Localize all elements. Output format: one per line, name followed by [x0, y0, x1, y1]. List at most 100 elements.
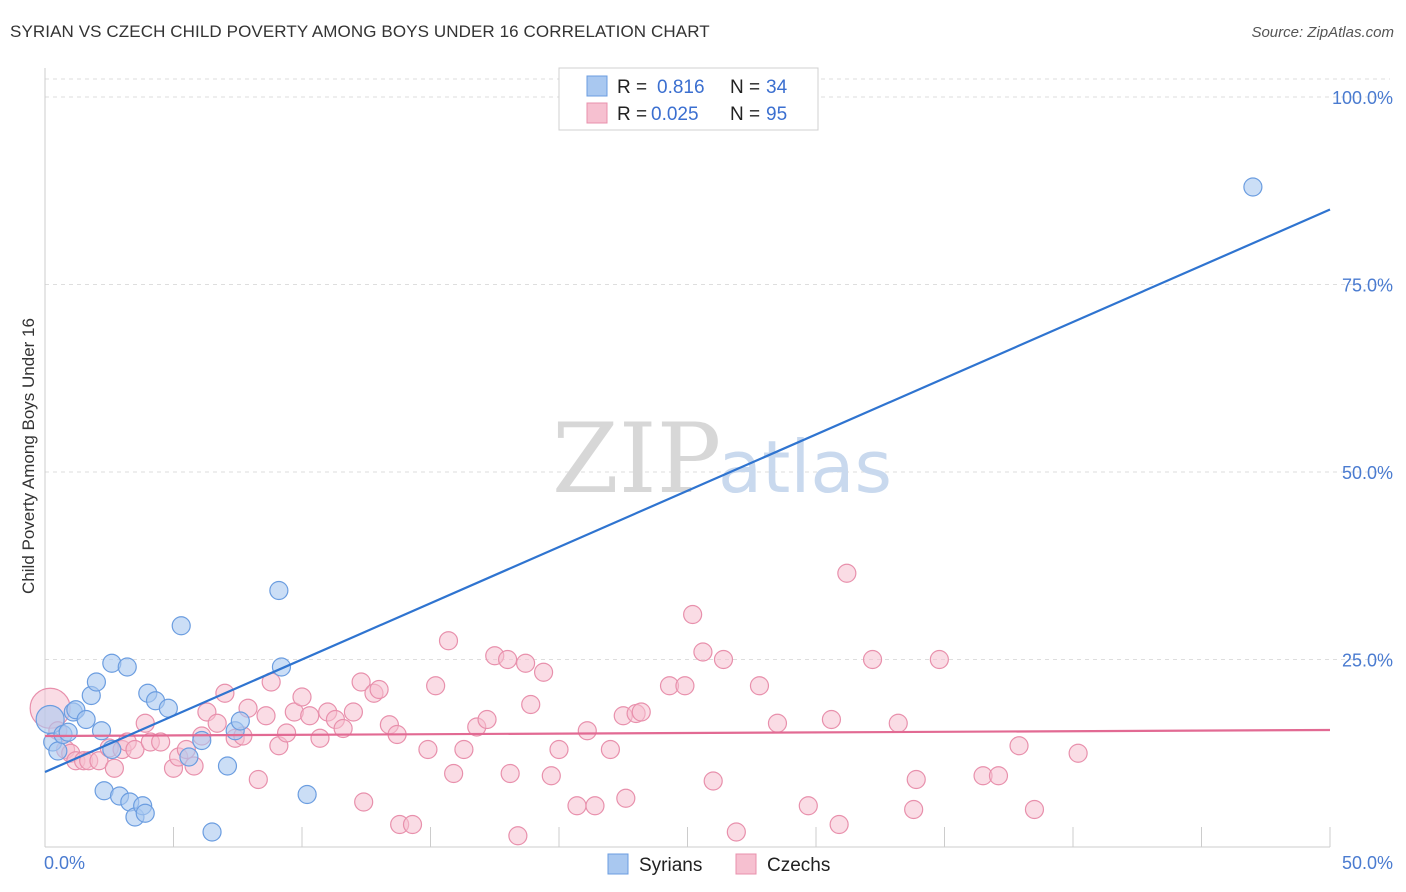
chart-title: SYRIAN VS CZECH CHILD POVERTY AMONG BOYS…: [10, 22, 710, 41]
czechs-point: [369, 679, 389, 700]
czechs-point: [837, 563, 857, 583]
x-tick-labels: 0.0% 50.0%: [44, 853, 1393, 873]
czechs-point: [798, 796, 818, 816]
x-tick-label-0: 0.0%: [44, 853, 85, 873]
legend-r-label-syrians: R =: [617, 77, 647, 98]
czechs-point: [567, 796, 587, 816]
czechs-point: [829, 814, 849, 835]
syrians-point: [297, 784, 317, 805]
bottom-legend-swatch-syrians: [607, 853, 629, 875]
syrians-points: [35, 177, 1263, 842]
syrians-point: [202, 822, 222, 842]
legend-n-label-czechs: N =: [730, 104, 760, 125]
czechs-point: [151, 732, 171, 752]
czechs-point: [438, 631, 459, 651]
syrians-point: [171, 616, 191, 636]
legend-n-value-syrians: 34: [766, 77, 788, 98]
czechs-point: [310, 728, 330, 748]
czechs-point: [577, 721, 597, 741]
czechs-point: [454, 739, 474, 760]
czechs-point: [904, 799, 924, 820]
czechs-point: [1009, 736, 1029, 756]
syrians-point: [269, 580, 289, 601]
czechs-point: [89, 751, 109, 771]
trend-lines: [44, 208, 1331, 774]
y-tick-label-1: 50.0%: [1342, 463, 1393, 483]
y-tick-labels: 25.0% 50.0% 75.0% 100.0%: [1332, 88, 1393, 671]
czechs-point: [500, 763, 520, 784]
czechs-point: [125, 739, 145, 760]
x-tick-label-1: 50.0%: [1342, 853, 1393, 873]
czechs-point: [726, 822, 746, 842]
czechs-point: [248, 769, 268, 790]
czechs-point: [515, 653, 536, 673]
czechs-point: [616, 788, 636, 808]
czechs-point: [533, 662, 554, 682]
czechs-point: [354, 792, 374, 812]
bottom-legend-swatch-czechs: [735, 853, 757, 875]
gridlines: [45, 78, 1390, 660]
syrians-point: [58, 722, 78, 742]
czechs-point: [862, 649, 883, 670]
y-tick-label-0: 25.0%: [1342, 651, 1393, 671]
syrians-trend-line: [44, 208, 1331, 774]
syrians-point: [48, 741, 68, 761]
czechs-point: [585, 796, 605, 816]
czechs-point: [713, 649, 734, 670]
bottom-legend-label-syrians: Syrians: [639, 855, 702, 876]
czechs-point: [821, 709, 842, 730]
series-legend: Syrians Czechs: [607, 853, 830, 876]
czechs-point: [402, 814, 423, 835]
y-axis-label: Child Poverty Among Boys Under 16: [19, 318, 38, 594]
legend-swatch-czechs: [586, 102, 608, 124]
czechs-point: [508, 826, 528, 846]
czechs-point: [333, 718, 353, 739]
watermark-zip: ZIP: [552, 403, 721, 515]
syrians-point: [135, 803, 155, 823]
czechs-point: [631, 702, 651, 722]
czechs-point: [767, 713, 788, 733]
legend-swatch-syrians: [586, 75, 608, 97]
y-tick-label-3: 100.0%: [1332, 88, 1393, 108]
czechs-points: [29, 563, 1088, 846]
y-tick-label-2: 75.0%: [1342, 276, 1393, 296]
czechs-point: [477, 709, 497, 730]
czechs-point: [135, 713, 155, 733]
legend-r-value-czechs: 0.025: [651, 104, 699, 125]
syrians-point: [179, 747, 199, 767]
legend-n-label-syrians: N =: [730, 77, 760, 98]
czechs-trend-line: [44, 728, 1331, 738]
czechs-point: [703, 771, 723, 791]
syrians-point: [86, 672, 107, 692]
czechs-point: [276, 723, 297, 743]
watermark: ZIP atlas: [552, 403, 892, 515]
czechs-point: [929, 649, 949, 670]
czechs-point: [675, 676, 695, 696]
czechs-point: [426, 676, 446, 696]
czechs-point: [351, 672, 371, 692]
czechs-point: [541, 766, 561, 786]
czechs-point: [600, 739, 621, 760]
legend-r-label-czechs: R =: [617, 104, 647, 125]
czechs-point: [207, 713, 227, 733]
syrians-point: [217, 756, 238, 776]
chart-source: Source: ZipAtlas.com: [1251, 24, 1394, 41]
czechs-point: [498, 649, 518, 670]
czechs-point: [300, 706, 320, 726]
syrians-point: [1243, 177, 1263, 197]
czechs-point: [104, 758, 124, 778]
legend-n-value-czechs: 95: [766, 104, 787, 125]
czechs-point: [1068, 743, 1088, 763]
czechs-point: [1024, 799, 1045, 820]
czechs-point: [749, 676, 770, 696]
czechs-point: [683, 604, 703, 625]
syrians-point: [117, 657, 137, 677]
czechs-point: [521, 694, 541, 715]
czechs-point: [906, 769, 926, 790]
czechs-point: [418, 739, 438, 760]
czechs-point: [444, 763, 464, 784]
czechs-point: [292, 687, 312, 707]
czechs-point: [988, 766, 1009, 786]
syrians-point: [271, 657, 292, 677]
